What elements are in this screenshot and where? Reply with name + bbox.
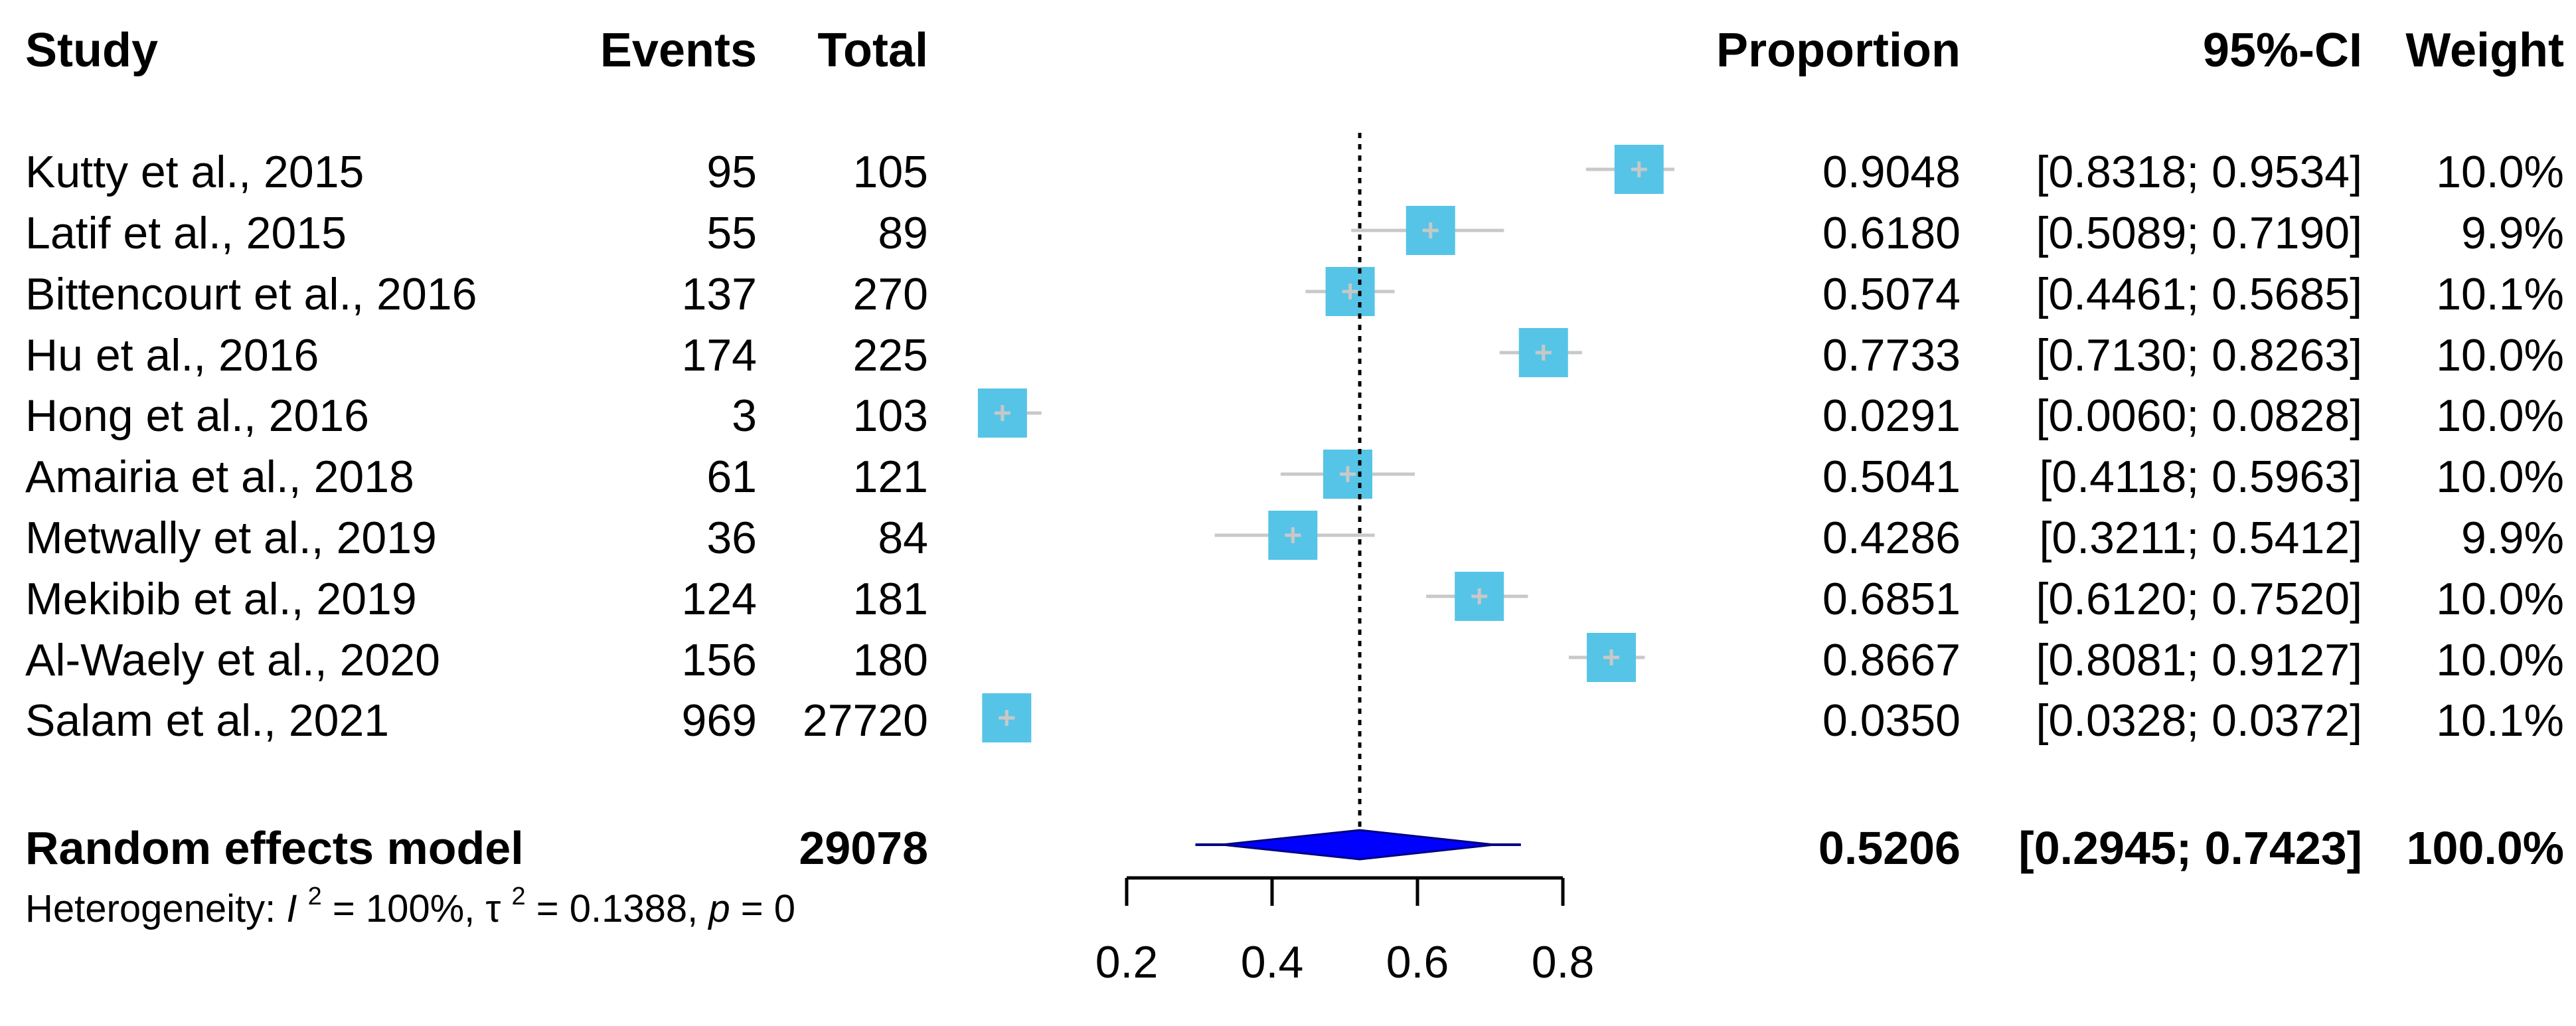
study-weight: 9.9% <box>2461 208 2564 258</box>
pooled-ci: [0.2945; 0.7423] <box>2018 822 2362 874</box>
tau-superscript: 2 <box>511 883 525 910</box>
pooled-diamond-layer <box>1195 829 1521 861</box>
study-ci: [0.6120; 0.7520] <box>2036 574 2362 624</box>
heterogeneity-prefix: Heterogeneity: <box>25 887 286 930</box>
study-events: 95 <box>706 147 757 197</box>
study-proportion: 0.8667 <box>1822 635 1961 685</box>
study-total: 181 <box>853 574 928 624</box>
header-events: Events <box>600 24 757 77</box>
study-ci: [0.7130; 0.8263] <box>2036 330 2362 381</box>
study-name: Bittencourt et al., 2016 <box>25 269 477 319</box>
study-ci: [0.4461; 0.5685] <box>2036 269 2362 319</box>
i2-superscript: 2 <box>308 883 322 910</box>
study-events: 156 <box>682 635 757 685</box>
header-weight: Weight <box>2405 24 2564 77</box>
study-events: 174 <box>682 330 757 381</box>
column-headers: Study Events Total Proportion 95%-CI Wei… <box>25 24 2564 77</box>
study-ci: [0.0328; 0.0372] <box>2036 695 2362 746</box>
study-weight: 9.9% <box>2461 513 2564 563</box>
study-total: 84 <box>878 513 928 563</box>
study-name: Mekibib et al., 2019 <box>25 574 417 624</box>
study-events: 969 <box>682 695 757 746</box>
study-weight: 10.1% <box>2436 695 2564 746</box>
study-weight: 10.0% <box>2436 574 2564 624</box>
p-symbol: p <box>707 887 730 930</box>
study-weight: 10.0% <box>2436 390 2564 441</box>
study-name: Kutty et al., 2015 <box>25 147 364 197</box>
study-ci: [0.4118; 0.5963] <box>2040 452 2363 502</box>
i2-value: = 100%, <box>333 887 486 930</box>
x-axis: 0.2 0.4 0.6 0.8 <box>1095 876 1595 987</box>
study-total: 103 <box>853 390 928 441</box>
study-proportion: 0.4286 <box>1822 513 1961 563</box>
study-rows: Kutty et al., 2015 95 105 0.9048 [0.8318… <box>25 147 2564 746</box>
study-weight: 10.1% <box>2436 269 2564 319</box>
study-total: 121 <box>853 452 928 502</box>
study-events: 3 <box>732 390 757 441</box>
pooled-diamond <box>1222 829 1494 861</box>
study-total: 225 <box>853 330 928 381</box>
study-weight: 10.0% <box>2436 330 2564 381</box>
heterogeneity-text: Heterogeneity: I 2 = 100%, τ 2 = 0.1388,… <box>25 870 795 930</box>
study-proportion: 0.7733 <box>1822 330 1961 381</box>
pooled-total: 29078 <box>799 822 928 874</box>
study-total: 89 <box>878 208 928 258</box>
ci-lines <box>985 167 1674 720</box>
study-events: 137 <box>682 269 757 319</box>
study-proportion: 0.9048 <box>1822 147 1961 197</box>
header-proportion: Proportion <box>1716 24 1961 77</box>
study-name: Al-Waely et al., 2020 <box>25 635 440 685</box>
study-name: Hu et al., 2016 <box>25 330 319 381</box>
x-tick-label: 0.2 <box>1095 937 1159 987</box>
study-name: Salam et al., 2021 <box>25 695 389 746</box>
study-proportion: 0.5074 <box>1822 269 1961 319</box>
study-ci: [0.0060; 0.0828] <box>2036 390 2362 441</box>
study-total: 105 <box>853 147 928 197</box>
x-tick-label: 0.4 <box>1241 937 1304 987</box>
x-tick-label: 0.6 <box>1386 937 1449 987</box>
x-tick-label: 0.8 <box>1532 937 1595 987</box>
study-ci: [0.8318; 0.9534] <box>2036 147 2362 197</box>
header-total: Total <box>817 24 928 77</box>
tau-symbol: τ <box>485 887 501 930</box>
study-ci: [0.8081; 0.9127] <box>2036 635 2362 685</box>
study-proportion: 0.5041 <box>1822 452 1961 502</box>
study-name: Amairia et al., 2018 <box>25 452 414 502</box>
study-total: 270 <box>853 269 928 319</box>
pooled-row: Random effects model 29078 0.5206 [0.294… <box>25 822 2564 874</box>
study-weight: 10.0% <box>2436 147 2564 197</box>
study-boxes <box>977 145 1664 742</box>
study-events: 36 <box>706 513 757 563</box>
study-ci: [0.3211; 0.5412] <box>2040 513 2363 563</box>
pooled-proportion: 0.5206 <box>1818 822 1961 874</box>
study-proportion: 0.6851 <box>1822 574 1961 624</box>
p-value: = 0 <box>741 887 795 930</box>
tau-value: = 0.1388, <box>536 887 709 930</box>
study-proportion: 0.0291 <box>1822 390 1961 441</box>
study-name: Latif et al., 2015 <box>25 208 347 258</box>
header-ci: 95%-CI <box>2203 24 2362 77</box>
study-proportion: 0.6180 <box>1822 208 1961 258</box>
study-events: 55 <box>706 208 757 258</box>
study-weight: 10.0% <box>2436 452 2564 502</box>
study-weight: 10.0% <box>2436 635 2564 685</box>
study-name: Metwally et al., 2019 <box>25 513 437 563</box>
study-events: 61 <box>706 452 757 502</box>
study-events: 124 <box>682 574 757 624</box>
study-total: 180 <box>853 635 928 685</box>
study-proportion: 0.0350 <box>1822 695 1961 746</box>
i2-symbol: I <box>286 887 297 930</box>
study-name: Hong et al., 2016 <box>25 390 369 441</box>
pooled-label: Random effects model <box>25 822 524 874</box>
study-total: 27720 <box>803 695 928 746</box>
pooled-weight: 100.0% <box>2407 822 2564 874</box>
header-study: Study <box>25 24 158 77</box>
study-ci: [0.5089; 0.7190] <box>2036 208 2362 258</box>
